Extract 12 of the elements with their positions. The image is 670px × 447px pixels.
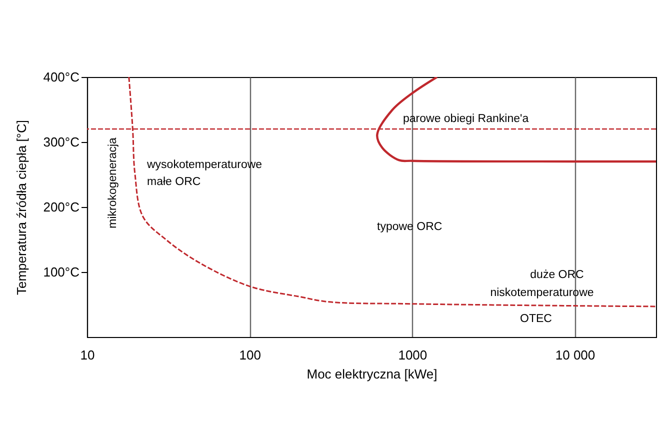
y-tick-label: 200°C (43, 200, 80, 214)
x-tick-label: 10 000 (555, 348, 596, 362)
y-tick-label: 400°C (43, 70, 80, 84)
annotation: OTEC (520, 313, 552, 325)
x-tick-label: 100 (239, 348, 261, 362)
x-tick-label: 10 (80, 348, 95, 362)
x-tick-label: 1000 (398, 348, 428, 362)
x-axis-title: Moc elektryczna [kWe] (306, 366, 438, 382)
y-tick-label: 300°C (43, 134, 80, 150)
y-tick-label: 100°C (43, 264, 80, 280)
annotation: mikrokogeneracja (107, 137, 119, 228)
y-axis-title: Temperatura źródła ciepła [°C] (14, 120, 30, 295)
